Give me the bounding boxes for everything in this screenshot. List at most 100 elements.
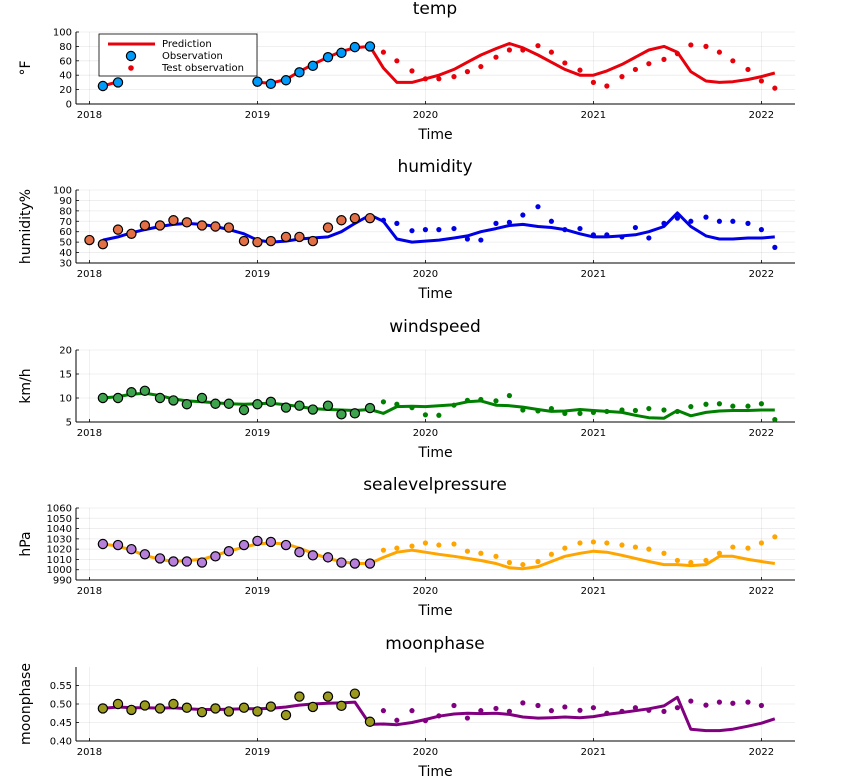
legend-box	[98, 33, 258, 77]
observation-point	[349, 408, 361, 419]
x-axis-label: Time	[417, 286, 452, 302]
observation-point	[196, 557, 208, 568]
test-observation-point	[745, 220, 751, 226]
test-observation-point	[758, 401, 765, 407]
test-observation-point	[604, 83, 610, 89]
test-observation-point	[604, 540, 610, 546]
x-axis-label: Time	[417, 445, 452, 461]
test-observation-point	[520, 212, 526, 218]
test-observation-point	[422, 718, 429, 724]
test-observation-point	[548, 708, 555, 714]
y-axis-label: hPa	[18, 531, 34, 556]
observation-point	[126, 543, 137, 555]
test-observation-point	[745, 699, 751, 705]
test-observation-point	[380, 217, 387, 223]
test-observation-point	[730, 403, 736, 409]
x-tick-label: 2022	[749, 586, 774, 597]
test-observation-point	[772, 244, 778, 250]
observation-point	[280, 231, 292, 243]
test-observation-point	[535, 702, 541, 709]
observation-point	[252, 236, 263, 248]
test-observation-point	[730, 700, 736, 706]
observation-point	[126, 387, 137, 398]
test-observation-point	[604, 710, 610, 716]
test-observation-point	[745, 545, 751, 551]
test-observation-point	[562, 60, 568, 66]
test-observation-point	[478, 396, 484, 403]
test-observation-point	[730, 58, 736, 64]
observation-point	[336, 700, 347, 712]
observation-point	[168, 556, 179, 567]
observation-point	[280, 709, 292, 721]
legend-label: Prediction	[162, 39, 212, 50]
test-observation-point	[380, 708, 387, 714]
observation-point	[181, 399, 193, 410]
x-axis-label: Time	[417, 127, 452, 143]
x-tick-label: 2021	[581, 428, 606, 439]
observation-point	[336, 409, 347, 420]
test-observation-point	[506, 708, 513, 715]
y-tick-label: 1050	[47, 514, 72, 525]
test-observation-point	[674, 557, 681, 564]
observation-point	[364, 716, 376, 727]
y-tick-label: 10	[59, 394, 72, 405]
x-axis-label: Time	[417, 603, 452, 619]
y-tick-label: 1000	[47, 565, 72, 576]
test-observation-point	[674, 51, 681, 57]
test-observation-point	[506, 393, 513, 399]
test-observation-point	[506, 559, 513, 566]
test-observation-point	[674, 215, 681, 221]
test-observation-point	[493, 398, 499, 404]
x-tick-label: 2021	[581, 269, 606, 280]
test-observation-point	[619, 407, 625, 413]
test-observation-point	[703, 214, 709, 220]
observation-point	[322, 222, 334, 233]
test-observation-point	[688, 559, 694, 566]
test-observation-point	[604, 408, 610, 415]
test-observation-point	[646, 61, 652, 67]
x-tick-label: 2018	[77, 269, 102, 280]
observation-point	[307, 60, 319, 72]
observation-point	[265, 536, 277, 548]
test-observation-point	[745, 403, 751, 409]
x-tick-label: 2021	[581, 110, 606, 121]
test-observation-point	[577, 540, 583, 546]
x-tick-label: 2018	[77, 110, 102, 121]
observation-point	[322, 52, 334, 63]
test-observation-point	[520, 407, 526, 413]
observation-point	[223, 706, 235, 717]
test-observation-point	[758, 78, 765, 84]
observation-point	[294, 400, 305, 411]
test-observation-point	[716, 550, 723, 556]
test-observation-point	[703, 557, 709, 564]
y-tick-label: 1040	[47, 524, 72, 535]
observation-point	[265, 78, 277, 90]
test-observation-point	[380, 399, 387, 405]
test-observation-point	[590, 79, 597, 85]
observation-point	[210, 398, 221, 409]
x-tick-label: 2020	[413, 747, 438, 758]
test-observation-point	[703, 401, 709, 407]
test-observation-point	[590, 705, 597, 711]
observation-point	[154, 220, 166, 231]
x-tick-label: 2019	[245, 586, 270, 597]
test-observation-point	[716, 218, 723, 224]
x-tick-label: 2020	[413, 586, 438, 597]
test-observation-point	[493, 220, 499, 226]
observation-point	[223, 398, 235, 409]
observation-point	[280, 402, 292, 413]
test-observation-point	[478, 708, 484, 714]
y-tick-label: 40	[59, 71, 72, 82]
test-observation-point	[590, 539, 597, 545]
chart-panel-moonphase: 0.40 0.45 0.50 0.55 2018 2019 2020 2021 2022 moon…	[18, 634, 795, 780]
x-axis-label: Time	[417, 764, 452, 780]
observation-point	[210, 551, 221, 562]
chart-title: windspeed	[389, 317, 481, 337]
test-observation-point	[688, 698, 694, 704]
observation-point	[238, 404, 250, 416]
observation-point	[252, 706, 263, 717]
observation-point	[252, 399, 263, 410]
y-tick-label: 15	[59, 370, 72, 381]
chart-title: temp	[413, 0, 457, 19]
